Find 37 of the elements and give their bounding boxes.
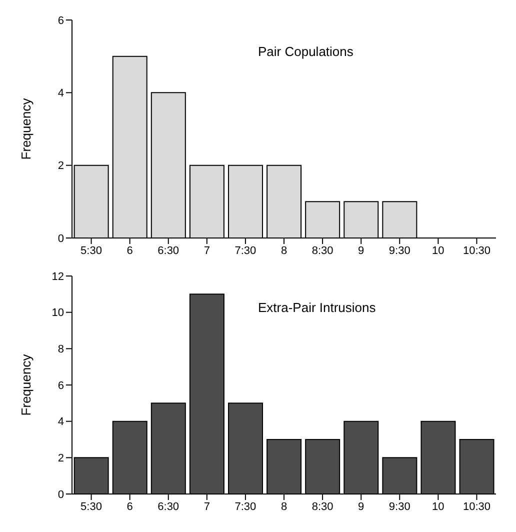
x-tick-label: 10 (432, 244, 444, 257)
x-tick-label: 9 (358, 500, 364, 513)
x-tick-label: 6 (126, 244, 133, 257)
y-axis-title: Frequency (18, 354, 34, 416)
x-tick-label: 8 (280, 500, 288, 513)
y-tick-label: 4 (58, 88, 64, 100)
y-tick-label: 10 (52, 307, 64, 320)
x-tick-label: 10:30 (462, 244, 490, 257)
x-tick-label: 8:30 (312, 244, 334, 257)
x-tick-label: 7:30 (234, 500, 256, 513)
y-tick-label: 8 (58, 344, 64, 356)
x-tick-label: 8 (280, 244, 288, 257)
y-tick-label: 0 (58, 488, 64, 501)
y-tick-label: 6 (58, 14, 64, 27)
x-tick-label: 7:30 (234, 244, 256, 257)
text: Pair Copulations (258, 44, 354, 59)
x-tick-label: 10:30 (462, 500, 490, 513)
x-tick-label: 6 (126, 500, 133, 513)
x-tick-label: 10 (432, 500, 444, 513)
y-axis-title: Frequency (18, 98, 34, 160)
x-tick-label: 8:30 (312, 500, 334, 513)
x-tick-label: 5:30 (80, 500, 102, 513)
y-tick-label: 0 (58, 232, 64, 245)
x-tick-label: 7 (204, 244, 210, 257)
x-tick-label: 5:30 (80, 244, 102, 257)
x-tick-label: 7 (204, 500, 210, 513)
x-tick-label: 6:30 (158, 244, 180, 257)
x-tick-label: 9 (358, 244, 364, 257)
y-tick-label: 4 (58, 416, 64, 428)
y-tick-label: 6 (58, 380, 64, 392)
x-tick-label: 6:30 (158, 500, 180, 513)
y-tick-label: 2 (58, 160, 64, 172)
y-tick-label: 12 (52, 270, 64, 283)
y-tick-label: 2 (58, 452, 64, 465)
x-tick-label: 9:30 (388, 244, 410, 257)
x-tick-label: 9:30 (388, 500, 410, 513)
text: Extra-Pair Intrusions (258, 300, 376, 315)
